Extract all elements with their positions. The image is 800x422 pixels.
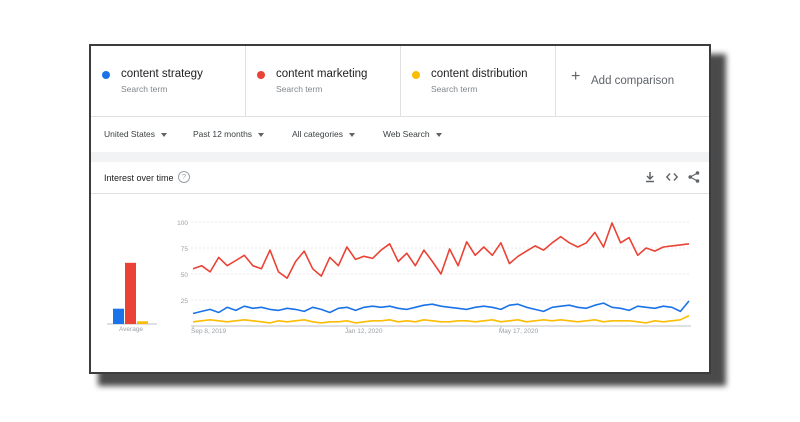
average-bar-content-marketing [125,262,136,324]
term-card-content-distribution[interactable]: content distribution Search term [401,46,556,116]
category-dropdown[interactable]: All categories [292,129,356,139]
search-type-label: Web Search [383,129,430,139]
y-tick-label: 25 [181,298,189,305]
term-subtitle: Search term [276,84,323,94]
average-bar-content-distribution [137,321,148,324]
region-dropdown[interactable]: United States [104,129,168,139]
x-tick-label: May 17, 2020 [499,328,539,335]
embed-icon[interactable] [665,170,679,184]
term-name: content strategy [121,68,203,80]
term-subtitle: Search term [121,84,168,94]
x-tick-label: Sep 8, 2019 [191,328,226,335]
term-name: content marketing [276,68,368,80]
interest-chart: 25 50 75 100 Sep 8, 2019 Jan 12, 2020 May 17, … [107,220,691,335]
search-terms-bar: content strategy Search term content mar… [91,46,709,117]
term-card-content-strategy[interactable]: content strategy Search term [91,46,246,116]
add-comparison-label: Add comparison [591,75,675,87]
time-range-label: Past 12 months [193,129,253,139]
term-color-dot [102,71,110,79]
y-tick-label: 50 [181,272,189,279]
help-icon[interactable]: ? [178,171,190,183]
plus-icon: + [571,68,581,85]
term-card-content-marketing[interactable]: content marketing Search term [246,46,401,116]
average-label: Average [119,326,143,333]
interest-over-time-card: Interest over time ? 25 50 75 100 Sep 8, 201… [91,162,709,372]
download-icon[interactable] [643,170,657,184]
term-color-dot [412,71,420,79]
series-line-content-strategy [192,300,690,315]
add-comparison-button[interactable]: + Add comparison [556,46,709,116]
caret-down-icon [161,132,168,137]
term-color-dot [257,71,265,79]
trends-panel: content strategy Search term content mar… [89,44,711,374]
term-name: content distribution [431,68,528,80]
search-type-dropdown[interactable]: Web Search [383,129,442,139]
caret-down-icon [349,132,356,137]
category-label: All categories [292,129,344,139]
average-bar-content-strategy [113,308,124,324]
time-range-dropdown[interactable]: Past 12 months [193,129,265,139]
section-divider-band [91,152,709,162]
y-tick-label: 75 [181,246,189,253]
region-label: United States [104,129,156,139]
card-title: Interest over time [104,173,174,183]
card-header-divider [91,193,709,194]
term-subtitle: Search term [431,84,478,94]
share-icon[interactable] [687,170,701,184]
y-tick-label: 100 [177,220,188,227]
caret-down-icon [435,132,442,137]
filters-bar: United States Past 12 months All categor… [91,116,709,152]
x-tick-label: Jan 12, 2020 [345,328,383,335]
caret-down-icon [258,132,265,137]
series-line-content-marketing [192,222,690,279]
series-line-content-distribution [192,314,690,324]
